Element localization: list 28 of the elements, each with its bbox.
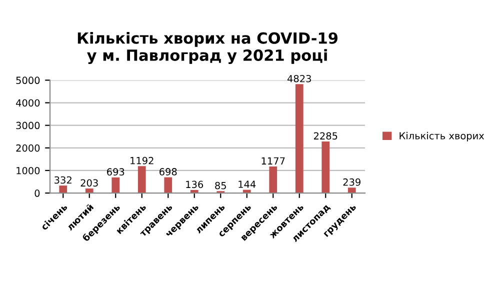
data-label: 85 — [215, 182, 226, 190]
y-tick-label: 0 — [34, 190, 40, 197]
bar — [138, 166, 146, 194]
y-tick-label: 5000 — [16, 76, 40, 84]
data-label: 144 — [238, 180, 256, 188]
bar — [348, 188, 356, 194]
bar — [269, 166, 278, 194]
data-label: 698 — [160, 168, 177, 176]
data-label: 1192 — [130, 156, 154, 164]
bar — [112, 177, 120, 194]
y-tick-label: 1000 — [16, 166, 40, 174]
data-label: 4823 — [287, 74, 311, 82]
bar — [322, 141, 330, 194]
bar — [59, 186, 68, 194]
chart-title: Кількість хворих на COVID-19 у м. Павлоград у 2021 році — [78, 32, 338, 64]
data-label: 1177 — [262, 157, 285, 164]
legend-label: Кількість хворих — [400, 132, 484, 142]
data-label: 693 — [107, 168, 124, 176]
data-label: 2285 — [314, 132, 338, 140]
data-label: 136 — [186, 180, 204, 188]
bar — [295, 84, 304, 194]
y-tick-label: 4000 — [16, 99, 40, 107]
data-label: 332 — [54, 176, 72, 184]
y-tick-label: 2000 — [16, 144, 40, 152]
y-tick-label: 3000 — [16, 122, 40, 130]
data-label: 239 — [343, 178, 360, 186]
data-label: 203 — [80, 179, 98, 187]
bar — [164, 177, 172, 194]
